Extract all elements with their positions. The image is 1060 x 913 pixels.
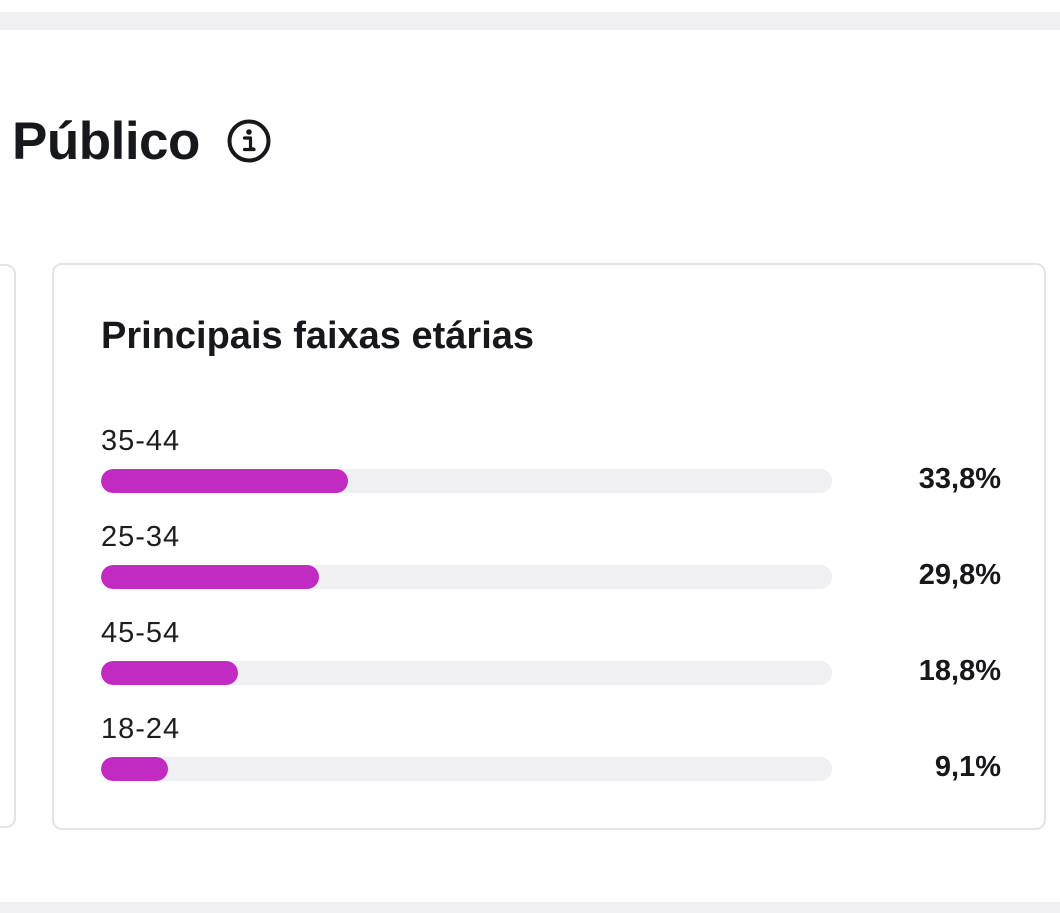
- card-title: Principais faixas etárias: [101, 315, 535, 357]
- age-ranges-card: Principais faixas etárias 35-44 33,8% 25-3…: [52, 263, 1046, 830]
- previous-card: [0, 264, 16, 828]
- age-range-label: 18-24: [101, 713, 181, 745]
- age-range-percentage: 33,8%: [918, 463, 1001, 495]
- age-range-percentage: 9,1%: [934, 751, 1001, 783]
- age-range-bar: [101, 565, 319, 589]
- age-range-label: 25-34: [101, 521, 181, 553]
- age-range-row: 45-54 18,8%: [101, 617, 1001, 697]
- age-range-label: 45-54: [101, 617, 181, 649]
- age-range-bar-track: [101, 565, 832, 589]
- age-range-bar: [101, 469, 348, 493]
- top-divider: [0, 12, 1060, 30]
- age-range-bar: [101, 757, 168, 781]
- age-range-row: 18-24 9,1%: [101, 713, 1001, 793]
- age-range-row: 25-34 29,8%: [101, 521, 1001, 601]
- bottom-divider: [0, 902, 1060, 913]
- age-range-percentage: 29,8%: [918, 559, 1001, 591]
- section-header: Público: [12, 106, 272, 176]
- age-range-bar: [101, 661, 238, 685]
- section-title: Público: [12, 111, 200, 171]
- age-range-bar-track: [101, 469, 832, 493]
- age-range-row: 35-44 33,8%: [101, 425, 1001, 505]
- age-range-bar-track: [101, 661, 832, 685]
- info-icon[interactable]: [226, 118, 272, 164]
- age-range-percentage: 18,8%: [918, 655, 1001, 687]
- age-range-label: 35-44: [101, 425, 181, 457]
- age-range-bar-track: [101, 757, 832, 781]
